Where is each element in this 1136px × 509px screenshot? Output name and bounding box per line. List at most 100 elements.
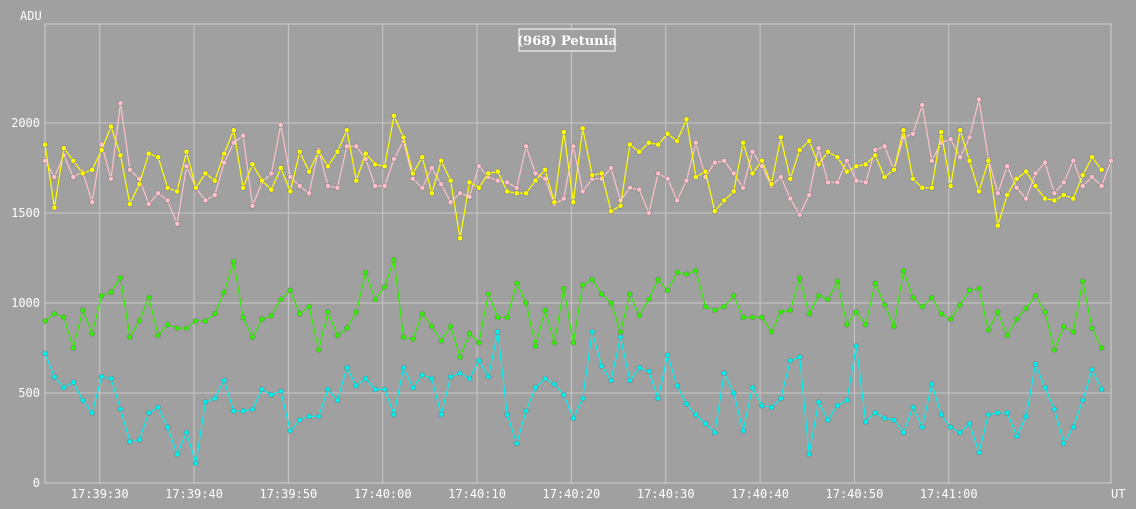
data-point xyxy=(51,204,58,211)
data-point xyxy=(1089,154,1095,161)
data-point xyxy=(608,377,614,384)
data-point xyxy=(608,208,614,215)
data-point xyxy=(183,148,190,155)
data-point xyxy=(259,316,265,323)
data-point xyxy=(504,179,511,186)
data-point xyxy=(1098,345,1105,351)
data-point xyxy=(117,406,124,413)
data-point xyxy=(211,192,218,198)
data-point xyxy=(391,411,397,418)
data-point xyxy=(806,310,812,317)
data-point xyxy=(947,136,954,143)
data-point xyxy=(1013,433,1020,440)
data-point xyxy=(579,395,586,402)
data-point xyxy=(957,154,963,161)
data-point xyxy=(645,296,652,303)
data-point xyxy=(777,134,784,141)
data-point xyxy=(1070,328,1077,335)
data-point xyxy=(419,154,426,161)
data-point xyxy=(523,143,529,150)
data-point xyxy=(957,301,963,308)
data-point xyxy=(409,336,416,342)
data-point xyxy=(711,307,718,314)
data-point xyxy=(910,404,916,411)
data-point xyxy=(136,318,143,324)
data-point xyxy=(740,314,746,321)
data-point xyxy=(117,152,124,159)
data-point xyxy=(532,343,539,350)
data-point xyxy=(872,147,879,153)
y-axis-label: ADU xyxy=(20,9,42,23)
data-point xyxy=(202,197,209,204)
data-point xyxy=(1051,190,1058,197)
data-point xyxy=(853,343,860,350)
data-point xyxy=(296,310,303,317)
data-point xyxy=(155,332,162,339)
data-point xyxy=(891,417,897,423)
data-point xyxy=(598,291,605,297)
data-point xyxy=(693,139,699,146)
data-point xyxy=(674,269,680,276)
data-point xyxy=(79,170,86,177)
data-point xyxy=(1004,332,1011,339)
data-point xyxy=(1089,325,1095,332)
data-point xyxy=(287,287,294,294)
data-point xyxy=(957,127,963,134)
data-point xyxy=(277,388,284,395)
data-point xyxy=(881,415,888,422)
data-point xyxy=(617,328,624,335)
data-point xyxy=(306,190,312,197)
data-point xyxy=(1004,409,1011,416)
data-point xyxy=(881,143,888,150)
data-point xyxy=(42,141,48,148)
data-point xyxy=(513,184,520,191)
data-point xyxy=(721,303,728,310)
data-point xyxy=(664,352,671,359)
data-point xyxy=(825,417,831,423)
data-point xyxy=(645,210,652,216)
data-point xyxy=(711,429,718,436)
data-point xyxy=(1042,159,1048,166)
data-point xyxy=(579,282,586,288)
data-point xyxy=(447,323,454,330)
data-point xyxy=(485,373,492,380)
data-point xyxy=(1004,192,1011,198)
data-point xyxy=(683,271,690,278)
data-point xyxy=(98,292,105,299)
data-point xyxy=(334,148,341,155)
data-point xyxy=(1089,366,1095,373)
data-point xyxy=(268,312,275,319)
data-point xyxy=(560,285,567,292)
data-point xyxy=(155,154,162,161)
data-point xyxy=(1098,166,1105,173)
data-point xyxy=(825,148,831,155)
data-point xyxy=(1042,384,1048,391)
data-point xyxy=(598,170,605,177)
data-point xyxy=(108,123,114,130)
data-point xyxy=(42,318,48,324)
data-point xyxy=(683,116,690,123)
data-point xyxy=(1060,179,1067,186)
data-point xyxy=(145,150,152,157)
data-point xyxy=(759,402,765,409)
data-point xyxy=(1042,309,1048,315)
data-point xyxy=(910,294,916,301)
data-point xyxy=(796,211,803,218)
data-point xyxy=(202,318,209,324)
series-group xyxy=(42,96,1114,467)
data-point xyxy=(966,157,973,164)
data-point xyxy=(730,188,737,195)
data-point xyxy=(928,184,935,191)
data-point xyxy=(475,163,482,170)
data-point xyxy=(428,375,435,382)
data-point xyxy=(589,328,596,335)
data-point xyxy=(532,384,539,391)
data-point xyxy=(768,328,775,335)
data-point xyxy=(976,96,982,103)
data-point xyxy=(674,197,680,204)
y-tick-label: 2000 xyxy=(11,116,40,130)
data-point xyxy=(919,303,926,310)
data-point xyxy=(947,183,954,189)
data-point xyxy=(287,174,294,180)
data-point xyxy=(192,460,199,467)
